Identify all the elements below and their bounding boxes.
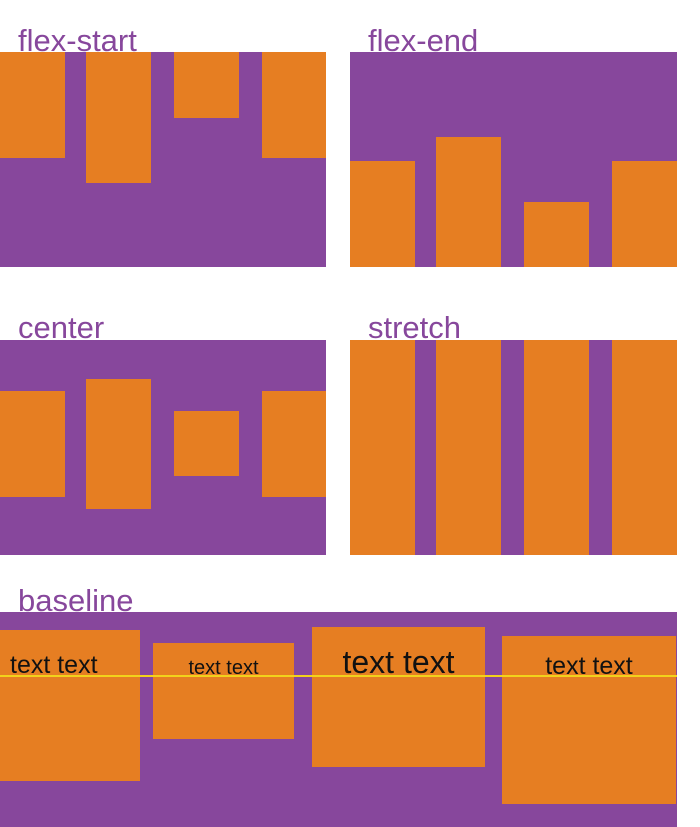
center-item-2 xyxy=(86,379,151,509)
baseline-item-2-text: text text xyxy=(188,657,259,679)
baseline-item-3-text: text text xyxy=(342,644,455,680)
baseline-label: baseline xyxy=(18,583,134,618)
baseline-item-3: text text xyxy=(312,627,485,767)
baseline-guide-line xyxy=(0,675,677,677)
flex-start-label: flex-start xyxy=(18,23,137,58)
flex-start-container xyxy=(0,52,326,267)
flex-end-container xyxy=(350,52,677,267)
flex-end-item-2 xyxy=(436,137,501,267)
baseline-item-1: text text xyxy=(0,630,140,781)
flex-start-item-1 xyxy=(0,52,65,158)
stretch-item-1 xyxy=(350,340,415,555)
stretch-item-3 xyxy=(524,340,589,555)
stretch-container xyxy=(350,340,677,555)
center-item-1 xyxy=(0,391,65,497)
baseline-item-2: text text xyxy=(153,643,294,739)
baseline-container: text text text text text text text text xyxy=(0,612,677,827)
flex-end-item-3 xyxy=(524,202,589,267)
center-label: center xyxy=(18,310,105,345)
baseline-item-4: text text xyxy=(502,636,676,804)
flex-end-item-4 xyxy=(612,161,677,267)
flex-start-item-3 xyxy=(174,52,239,118)
flex-end-label: flex-end xyxy=(368,23,479,58)
stretch-label: stretch xyxy=(368,310,462,345)
flex-end-item-1 xyxy=(350,161,415,267)
flex-start-item-4 xyxy=(262,52,326,158)
baseline-item-1-text: text text xyxy=(10,651,98,679)
stretch-item-4 xyxy=(612,340,677,555)
center-item-4 xyxy=(262,391,326,497)
stretch-item-2 xyxy=(436,340,501,555)
center-container xyxy=(0,340,326,555)
flex-start-item-2 xyxy=(86,52,151,183)
center-item-3 xyxy=(174,411,239,476)
